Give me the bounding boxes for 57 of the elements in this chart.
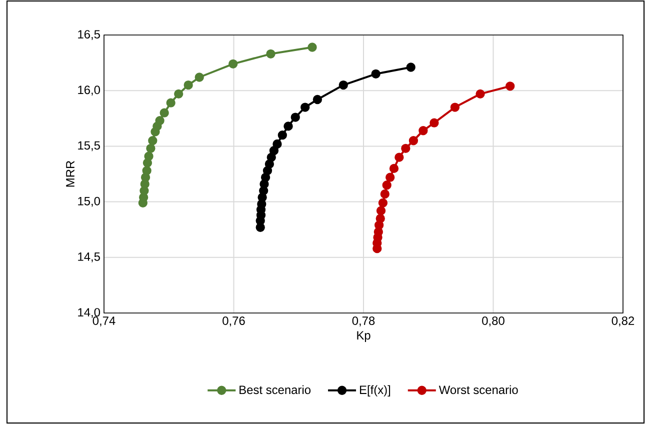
point — [272, 139, 282, 149]
y-tick-label: 16,5 — [78, 30, 100, 40]
x-tick-label: 0,82 — [612, 316, 634, 326]
point — [290, 112, 300, 122]
point — [228, 59, 238, 68]
y-tick-label: 15,0 — [78, 196, 100, 207]
point — [146, 144, 156, 154]
point — [166, 98, 176, 108]
x-tick-label: 0,80 — [482, 316, 504, 326]
point — [450, 102, 460, 112]
point — [506, 82, 515, 91]
point — [284, 122, 293, 131]
point — [378, 198, 388, 208]
y-tick-label: 14,5 — [78, 252, 100, 262]
legend-label: E[f(x)] — [360, 385, 390, 396]
point — [408, 136, 418, 146]
point — [376, 206, 386, 216]
point — [376, 214, 385, 224]
y-tick-label: 16,0 — [78, 86, 100, 96]
legend-label: Worst scenario — [438, 385, 518, 394]
legend-label: Best scenario — [240, 385, 311, 394]
point — [260, 172, 270, 182]
point — [142, 166, 152, 176]
point — [406, 62, 416, 72]
y-axis-title: MRR — [66, 160, 74, 187]
point — [382, 180, 392, 190]
point — [476, 89, 485, 99]
point — [371, 69, 380, 79]
point — [308, 42, 317, 52]
point — [338, 80, 348, 90]
x-tick-label: 0,74 — [92, 316, 116, 326]
point — [174, 89, 184, 99]
point — [155, 116, 164, 126]
point — [264, 159, 274, 169]
point — [401, 144, 410, 154]
point — [144, 152, 154, 161]
point — [312, 94, 322, 104]
y-tick-label: 15,5 — [78, 141, 100, 152]
point — [278, 130, 287, 140]
x-tick-label: 0,78 — [352, 316, 375, 326]
point — [160, 108, 169, 118]
x-axis-title: Kp — [357, 331, 370, 342]
point — [184, 80, 193, 90]
point — [194, 72, 204, 82]
x-tick-label: 0,76 — [222, 316, 245, 326]
y-tick-label: 14,0 — [78, 308, 100, 318]
point — [430, 118, 439, 128]
point — [266, 152, 276, 162]
point — [269, 146, 279, 156]
point — [266, 49, 276, 58]
point — [148, 136, 158, 146]
point — [389, 164, 399, 174]
point — [300, 102, 310, 112]
point — [380, 189, 390, 199]
point — [394, 152, 404, 162]
point — [418, 126, 428, 136]
point — [386, 172, 395, 182]
